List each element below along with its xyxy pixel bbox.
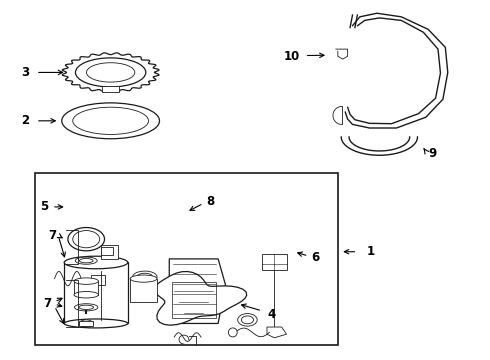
Text: 9: 9 — [428, 147, 437, 159]
Polygon shape — [267, 327, 287, 338]
Bar — [35, 173, 338, 345]
Ellipse shape — [228, 328, 237, 337]
Ellipse shape — [74, 304, 98, 311]
Text: 2: 2 — [21, 114, 29, 127]
Ellipse shape — [73, 107, 148, 134]
Bar — [79, 320, 93, 326]
Ellipse shape — [130, 275, 157, 282]
Ellipse shape — [133, 271, 157, 283]
Text: 7: 7 — [43, 297, 51, 310]
Polygon shape — [155, 271, 246, 325]
Ellipse shape — [238, 314, 257, 326]
Text: 3: 3 — [21, 66, 29, 79]
Text: 4: 4 — [267, 308, 275, 321]
Ellipse shape — [86, 63, 135, 82]
Bar — [74, 281, 98, 295]
Text: 10: 10 — [283, 50, 299, 63]
Ellipse shape — [242, 316, 253, 324]
Ellipse shape — [75, 257, 97, 264]
Bar — [130, 279, 157, 302]
Ellipse shape — [79, 258, 93, 263]
Ellipse shape — [74, 278, 98, 284]
Ellipse shape — [74, 292, 98, 298]
Polygon shape — [169, 259, 225, 323]
Ellipse shape — [79, 305, 94, 310]
Ellipse shape — [64, 319, 128, 328]
Ellipse shape — [75, 232, 97, 246]
Bar — [91, 275, 105, 285]
Bar — [101, 247, 113, 255]
Ellipse shape — [73, 230, 99, 248]
Ellipse shape — [79, 320, 93, 327]
Ellipse shape — [75, 58, 146, 87]
Bar — [64, 262, 128, 323]
Ellipse shape — [68, 228, 104, 251]
Text: 7: 7 — [48, 229, 56, 242]
Ellipse shape — [64, 256, 128, 269]
Bar — [172, 282, 216, 318]
Bar — [101, 244, 118, 259]
Text: 1: 1 — [367, 245, 375, 258]
Ellipse shape — [137, 273, 153, 280]
Ellipse shape — [62, 103, 159, 139]
Bar — [262, 253, 287, 270]
Text: 6: 6 — [311, 251, 319, 264]
Text: 8: 8 — [206, 195, 214, 208]
Bar — [102, 86, 120, 92]
Text: 5: 5 — [41, 201, 49, 213]
